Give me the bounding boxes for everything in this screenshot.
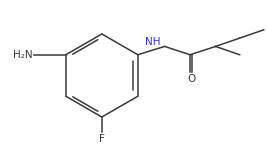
Text: F: F [99,134,105,144]
Text: NH: NH [145,37,160,47]
Text: O: O [187,74,195,84]
Text: H₂N: H₂N [13,50,33,60]
